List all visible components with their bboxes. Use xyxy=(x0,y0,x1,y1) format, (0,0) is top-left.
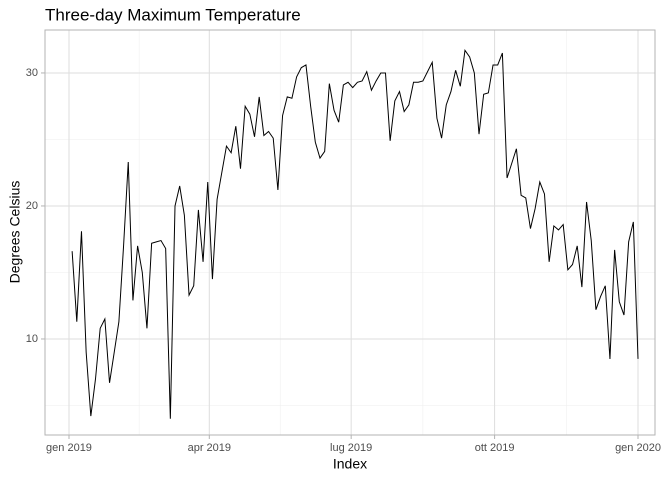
x-tick-label: ott 2019 xyxy=(475,442,515,454)
y-tick-label: 10 xyxy=(26,333,38,345)
x-axis-label: Index xyxy=(333,456,367,472)
x-tick-label: apr 2019 xyxy=(188,442,231,454)
x-tick-label: gen 2020 xyxy=(615,442,661,454)
panel-border xyxy=(44,29,656,436)
chart-title: Three-day Maximum Temperature xyxy=(45,5,301,24)
x-tick-label: lug 2019 xyxy=(330,442,372,454)
y-axis-label: Degrees Celsius xyxy=(7,181,23,284)
x-tick-label: gen 2019 xyxy=(46,442,92,454)
y-tick-label: 30 xyxy=(26,67,38,79)
data-line xyxy=(71,49,639,419)
y-tick-label: 20 xyxy=(26,200,38,212)
